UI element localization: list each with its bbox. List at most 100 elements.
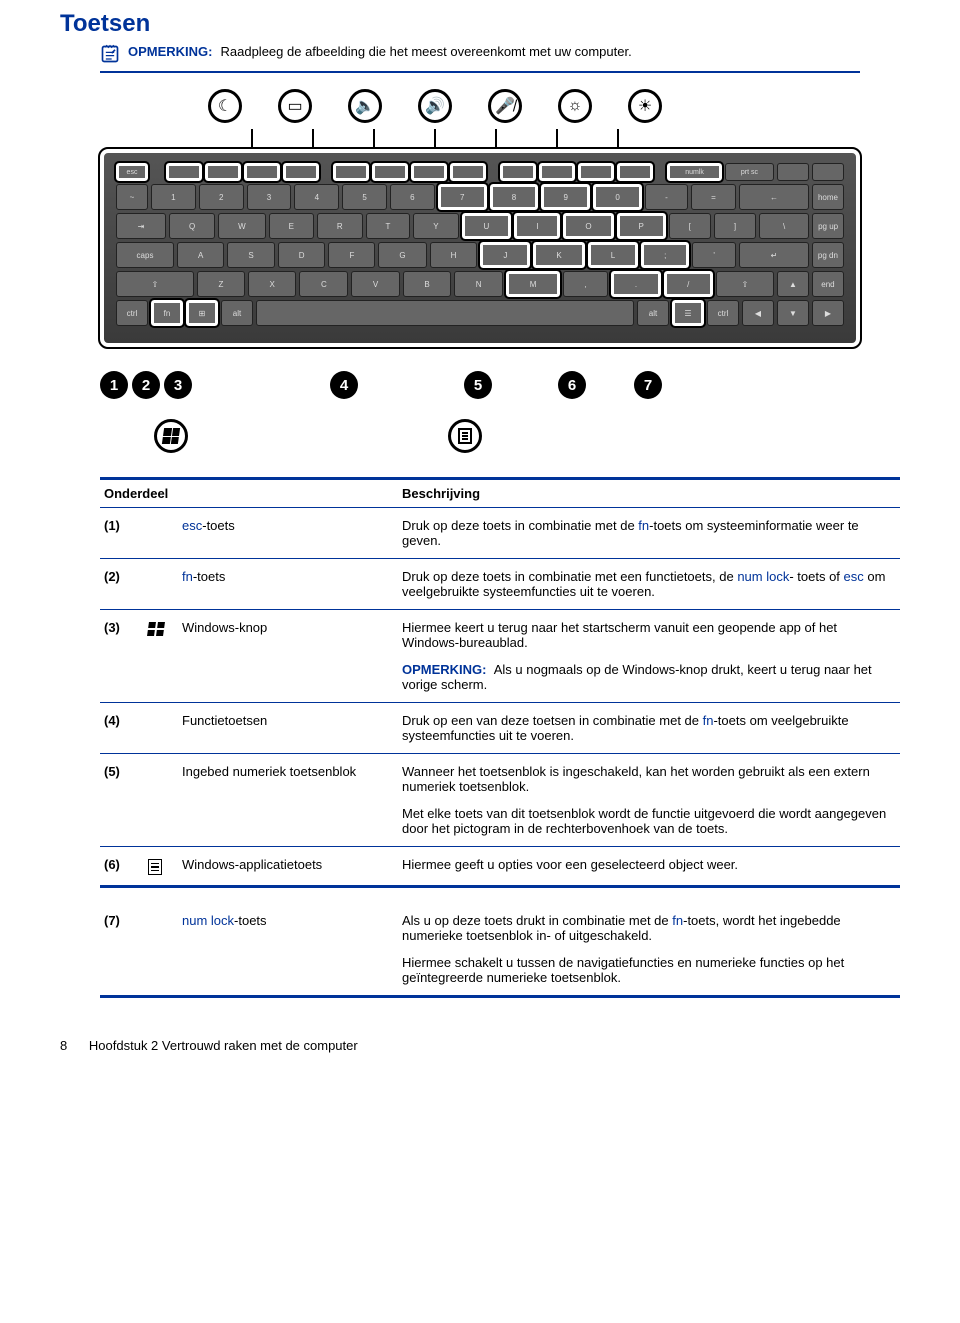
key-esc: esc xyxy=(116,163,148,181)
key-pgdn: pg dn xyxy=(812,242,844,268)
key: V xyxy=(351,271,399,297)
key-shift-l: ⇧ xyxy=(116,271,194,297)
page-footer: 8 Hoofdstuk 2 Vertrouwd raken met de com… xyxy=(60,1038,900,1053)
brightness-up-icon: ☀ xyxy=(628,89,662,123)
key-end: end xyxy=(812,271,844,297)
key-f9 xyxy=(500,163,536,181)
key-f7 xyxy=(411,163,447,181)
key-down: ▼ xyxy=(777,300,809,326)
callout-4: 4 xyxy=(330,371,358,399)
row-number: (2) xyxy=(100,559,144,610)
footer-page-number: 8 xyxy=(60,1038,67,1053)
note-icon xyxy=(100,44,120,67)
key-pgup: pg up xyxy=(812,213,844,239)
key: N xyxy=(454,271,503,297)
display-icon: ▭ xyxy=(278,89,312,123)
key-period: . xyxy=(611,271,660,297)
key: H xyxy=(430,242,478,268)
key: 3 xyxy=(247,184,292,210)
callout-3: 3 xyxy=(164,371,192,399)
key-win: ⊞ xyxy=(186,300,218,326)
key: B xyxy=(403,271,451,297)
row-desc: Druk op deze toets in combinatie met een… xyxy=(398,559,900,610)
key-f1 xyxy=(166,163,202,181)
key-m: M xyxy=(506,271,560,297)
key-caps: caps xyxy=(116,242,174,268)
row-number: (6) xyxy=(100,847,144,887)
key: C xyxy=(299,271,348,297)
desc-text: Druk op deze toets in combinatie met een… xyxy=(402,569,896,599)
desc-text: Druk op deze toets in combinatie met de … xyxy=(402,518,896,548)
key-semi: ; xyxy=(641,242,689,268)
row-name: Functietoetsen xyxy=(178,703,398,754)
key-f12 xyxy=(617,163,653,181)
key: [ xyxy=(669,213,711,239)
callout-2: 2 xyxy=(132,371,160,399)
key-slash: / xyxy=(664,271,713,297)
row-number: (5) xyxy=(100,754,144,847)
note-row: OPMERKING: Raadpleeg de afbeelding die h… xyxy=(100,44,900,67)
key: 4 xyxy=(294,184,339,210)
key-backspace: ← xyxy=(739,184,809,210)
row-icon xyxy=(144,903,178,997)
key: Z xyxy=(197,271,245,297)
key: F xyxy=(328,242,375,268)
desc-text: Met elke toets van dit toetsenblok wordt… xyxy=(402,806,896,836)
note-label: OPMERKING: xyxy=(128,44,213,59)
key-f6 xyxy=(372,163,408,181)
row-desc: Druk op een van deze toetsen in combinat… xyxy=(398,703,900,754)
description-table: Onderdeel Beschrijving (1) esc-toets Dru… xyxy=(100,477,900,998)
key: D xyxy=(278,242,326,268)
key: Y xyxy=(413,213,458,239)
key-f4 xyxy=(283,163,319,181)
row-icon xyxy=(144,703,178,754)
key: 5 xyxy=(342,184,387,210)
key-i: I xyxy=(514,213,560,239)
desc-text: Wanneer het toetsenblok is ingeschakeld,… xyxy=(402,764,896,794)
keyboard-diagram: esc numlk prt sc ~ 1 2 3 xyxy=(100,149,860,347)
key: E xyxy=(269,213,314,239)
desc-text: Hiermee keert u terug naar het startsche… xyxy=(402,620,896,650)
key: 1 xyxy=(151,184,196,210)
key-f8 xyxy=(450,163,486,181)
key-9: 9 xyxy=(541,184,590,210)
row-number: (3) xyxy=(100,610,144,703)
sleep-icon: ☾ xyxy=(208,89,242,123)
key-l: L xyxy=(588,242,638,268)
note-text: Raadpleeg de afbeelding die het meest ov… xyxy=(221,44,632,59)
key-numlk: numlk xyxy=(667,163,722,181)
row-desc: Hiermee keert u terug naar het startsche… xyxy=(398,610,900,703)
footer-chapter: Hoofdstuk 2 Vertrouwd raken met de compu… xyxy=(89,1038,358,1053)
row-desc: Wanneer het toetsenblok is ingeschakeld,… xyxy=(398,754,900,847)
key: = xyxy=(691,184,736,210)
key: - xyxy=(645,184,688,210)
row-icon xyxy=(144,754,178,847)
key-7: 7 xyxy=(438,184,487,210)
key-ctrl-r: ctrl xyxy=(707,300,739,326)
row-name: Windows-applicatietoets xyxy=(178,847,398,887)
key-tab: ⇥ xyxy=(116,213,166,239)
volume-up-icon: 🔊 xyxy=(418,89,452,123)
callout-7: 7 xyxy=(634,371,662,399)
key: ~ xyxy=(116,184,148,210)
callout-row: 1 2 3 4 5 6 7 xyxy=(100,371,860,399)
key-prtsc: prt sc xyxy=(725,163,774,181)
row-icon xyxy=(144,847,178,887)
key-8: 8 xyxy=(490,184,539,210)
key: ' xyxy=(692,242,736,268)
key-up: ▲ xyxy=(777,271,809,297)
th-component: Onderdeel xyxy=(100,479,398,508)
title-divider xyxy=(100,71,860,73)
desc-text: Druk op een van deze toetsen in combinat… xyxy=(402,713,896,743)
key: Q xyxy=(169,213,215,239)
key: ] xyxy=(714,213,756,239)
row-icon xyxy=(144,508,178,559)
key: R xyxy=(317,213,363,239)
row-number: (7) xyxy=(100,903,144,997)
key: 6 xyxy=(390,184,435,210)
key: G xyxy=(378,242,426,268)
key-enter: ↵ xyxy=(739,242,809,268)
row-name: Windows-knop xyxy=(178,610,398,703)
key-fn-sm xyxy=(777,163,809,181)
row-name: num lock-toets xyxy=(178,903,398,997)
